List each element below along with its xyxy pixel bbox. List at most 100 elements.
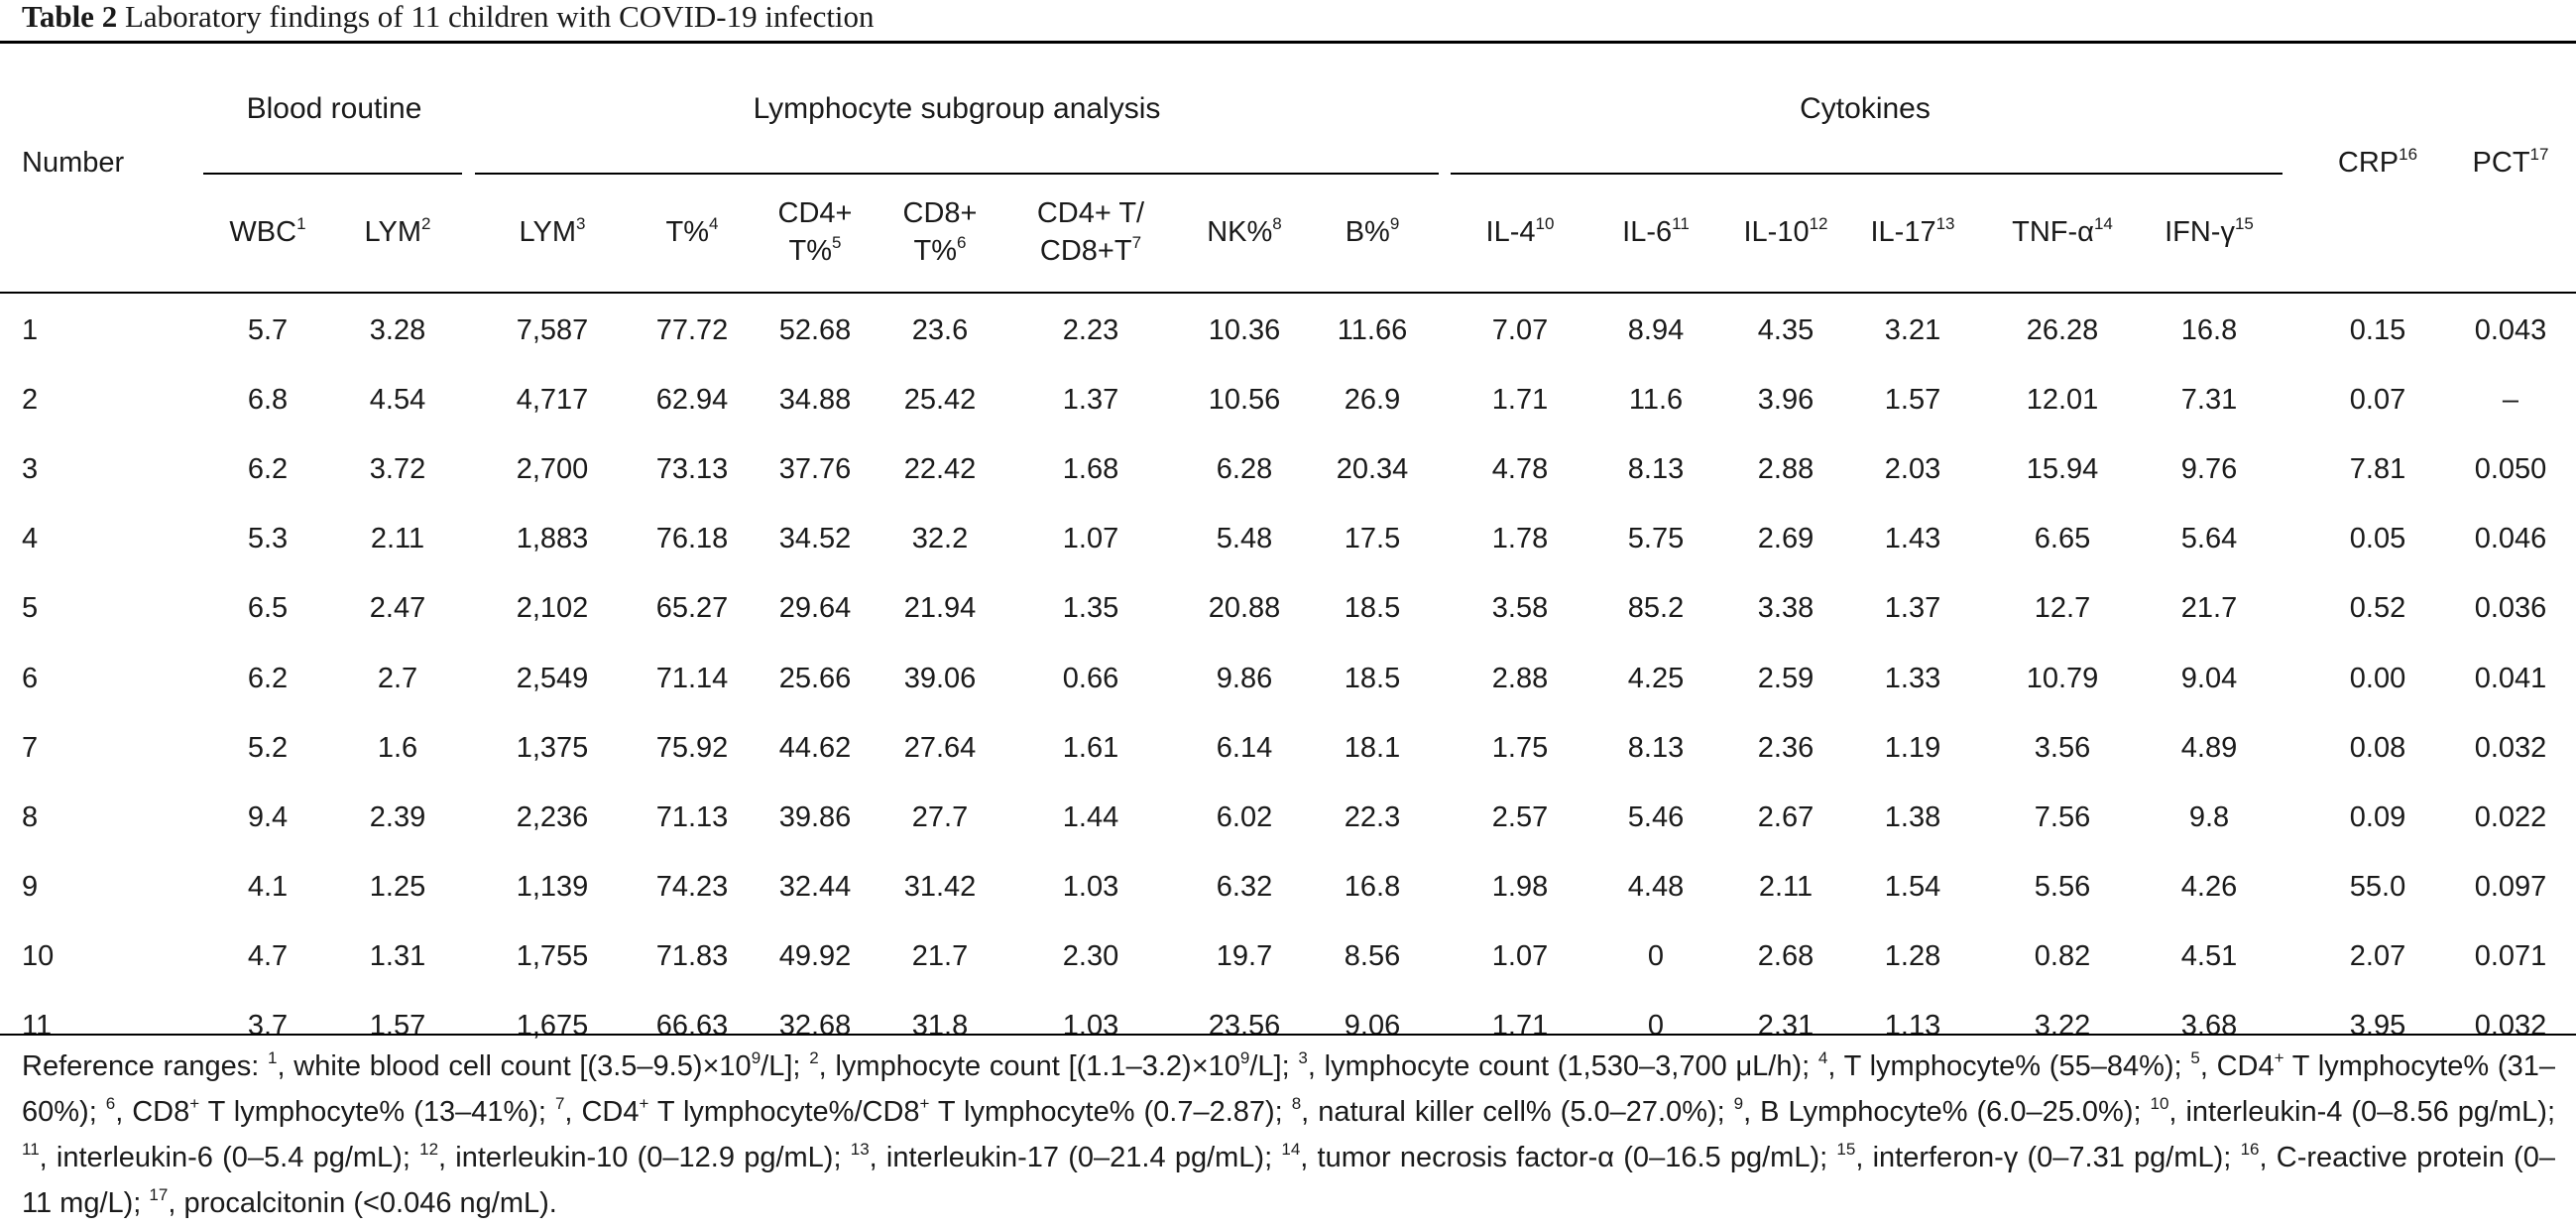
table-cell: 6.02 — [1216, 800, 1273, 833]
table-cell: 1.98 — [1491, 871, 1549, 904]
table-cell: 75.92 — [655, 731, 729, 764]
group-header-blood-routine: Blood routine — [246, 92, 422, 125]
column-header-line: WBC — [229, 216, 297, 248]
table-cell: 5.48 — [1216, 523, 1273, 555]
table-cell: 1,883 — [516, 523, 589, 555]
table-cell: 4.7 — [247, 940, 289, 973]
column-header: NK%8 — [1145, 213, 1344, 251]
footnote-intro: Reference ranges: — [22, 1050, 269, 1082]
footnote-text: , interferon-γ (0–7.31 pg/mL); — [1855, 1142, 2241, 1173]
row-number: 1 — [22, 313, 39, 346]
table-cell: 2.69 — [1757, 523, 1815, 555]
table-cell: 0.07 — [2349, 383, 2406, 416]
column-header-line: LYM — [364, 216, 421, 248]
table-cell: 3.58 — [1491, 592, 1549, 625]
table-cell: 32.44 — [778, 871, 852, 904]
column-header-line: T% — [913, 235, 958, 267]
table-cell: 1.35 — [1062, 592, 1119, 625]
footnote-text: , interleukin-6 (0–5.4 pg/mL); — [39, 1142, 420, 1173]
table-cell: 6.2 — [247, 662, 289, 694]
table-cell: 37.76 — [778, 452, 852, 485]
footnote-marker: 7 — [1131, 233, 1142, 252]
footnote-text: , interleukin-17 (0–21.4 pg/mL); — [869, 1142, 1282, 1173]
column-header: TNF-α14 — [1963, 213, 2162, 251]
table-cell: 1.57 — [369, 1010, 426, 1043]
footnote-marker: 11 — [1672, 214, 1690, 233]
footnote-marker: 9 — [1733, 1094, 1744, 1113]
table-cell: 0.050 — [2474, 452, 2547, 485]
column-header: LYM2 — [298, 213, 497, 251]
footnote-text: , B Lymphocyte% (6.0–25.0%); — [1743, 1096, 2151, 1128]
table-cell: 27.7 — [911, 800, 969, 833]
table-title: Laboratory findings of 11 children with … — [124, 0, 875, 34]
table-caption: Table 2 Laboratory findings of 11 childr… — [22, 0, 875, 34]
table-cell: 2,549 — [516, 662, 589, 694]
footnote-marker: 15 — [2234, 214, 2254, 233]
table-label: Table 2 — [22, 0, 118, 34]
footnote-text: , procalcitonin (<0.046 ng/mL). — [168, 1187, 557, 1219]
table-cell: 1.31 — [369, 940, 426, 973]
table-cell: 32.2 — [911, 523, 969, 555]
table-cell: 9.06 — [1344, 1010, 1401, 1043]
column-header: B%9 — [1273, 213, 1471, 251]
footnote-text: , tumor necrosis factor-α (0–16.5 pg/mL)… — [1300, 1142, 1837, 1173]
table-cell: 2,236 — [516, 800, 589, 833]
footnote-text: , lymphocyte count (1,530–3,700 μL/h); — [1307, 1050, 1818, 1082]
footnote-text: , interleukin-10 (0–12.9 pg/mL); — [438, 1142, 851, 1173]
table-cell: 8.13 — [1627, 452, 1685, 485]
table-row: 7 5.2 1.6 1,375 75.92 44.62 27.64 1.61 6.14 18.1 1… — [0, 713, 2576, 783]
table-cell: 1,139 — [516, 871, 589, 904]
table-cell: 1.19 — [1884, 731, 1941, 764]
footnote-superscript: + — [639, 1094, 649, 1113]
table-cell: 9.86 — [1216, 662, 1273, 694]
table-row: 10 4.7 1.31 1,755 71.83 49.92 21.7 2.30 19.7 8.56… — [0, 922, 2576, 992]
table-row: 5 6.5 2.47 2,102 65.27 29.64 21.94 1.35 20.88 18.… — [0, 574, 2576, 644]
table-cell: 12.7 — [2034, 592, 2091, 625]
column-header-line: CD8+ — [902, 197, 978, 229]
footnote-marker: 16 — [2399, 145, 2418, 164]
table-cell: 5.2 — [247, 731, 289, 764]
footnote-marker: 17 — [2529, 145, 2549, 164]
column-header-line: LYM — [519, 216, 576, 248]
footnote-marker: 16 — [2240, 1140, 2260, 1159]
table-cell: 71.13 — [655, 800, 729, 833]
table-cell: 9.8 — [2188, 800, 2230, 833]
table-cell: 4.89 — [2180, 731, 2238, 764]
table-cell: 7.31 — [2180, 383, 2238, 416]
table-cell: 1,755 — [516, 940, 589, 973]
column-header-line: CD4+ — [777, 197, 853, 229]
row-number: 5 — [22, 592, 39, 625]
table-cell: 4.51 — [2180, 940, 2238, 973]
footnote-text: , interleukin-4 (0–8.56 pg/mL); — [2168, 1096, 2556, 1128]
column-header-line: IL-10 — [1743, 216, 1810, 248]
footnote-marker: 5 — [832, 233, 842, 252]
table-cell: 1.54 — [1884, 871, 1941, 904]
table-cell: 1.61 — [1062, 731, 1119, 764]
footnote-marker: 10 — [1535, 214, 1555, 233]
column-header-line: CD4+ T/ — [1036, 197, 1145, 229]
footnote-marker: 14 — [2093, 214, 2113, 233]
table-cell: 21.94 — [903, 592, 977, 625]
table-cell: 6.5 — [247, 592, 289, 625]
table-cell: 15.94 — [2026, 452, 2099, 485]
row-number: 9 — [22, 871, 39, 904]
footnote-text: , lymphocyte count [(1.1–3.2)×10 — [818, 1050, 1240, 1082]
row-number: 3 — [22, 452, 39, 485]
column-header: CD8+ T%6 — [841, 194, 1039, 270]
column-header: PCT17 — [2411, 144, 2576, 182]
footnote-marker: 8 — [1291, 1094, 1302, 1113]
footnote-marker: 1 — [296, 214, 306, 233]
table-cell: 4.78 — [1491, 452, 1549, 485]
table-cell: 0.82 — [2034, 940, 2091, 973]
table-cell: 5.64 — [2180, 523, 2238, 555]
table-footnotes: Reference ranges: 1, white blood cell co… — [22, 1044, 2555, 1226]
footnote-marker: 12 — [419, 1140, 439, 1159]
footnote-marker: 15 — [1836, 1140, 1856, 1159]
table-cell: 4.1 — [247, 871, 289, 904]
footnote-text: T lymphocyte% (13–41%); — [199, 1096, 555, 1128]
table-cell: 3.7 — [247, 1010, 289, 1043]
table-cell: 3.72 — [369, 452, 426, 485]
table-cell: 22.42 — [903, 452, 977, 485]
table-cell: 2.57 — [1491, 800, 1549, 833]
footnote-marker: 5 — [2190, 1048, 2200, 1067]
